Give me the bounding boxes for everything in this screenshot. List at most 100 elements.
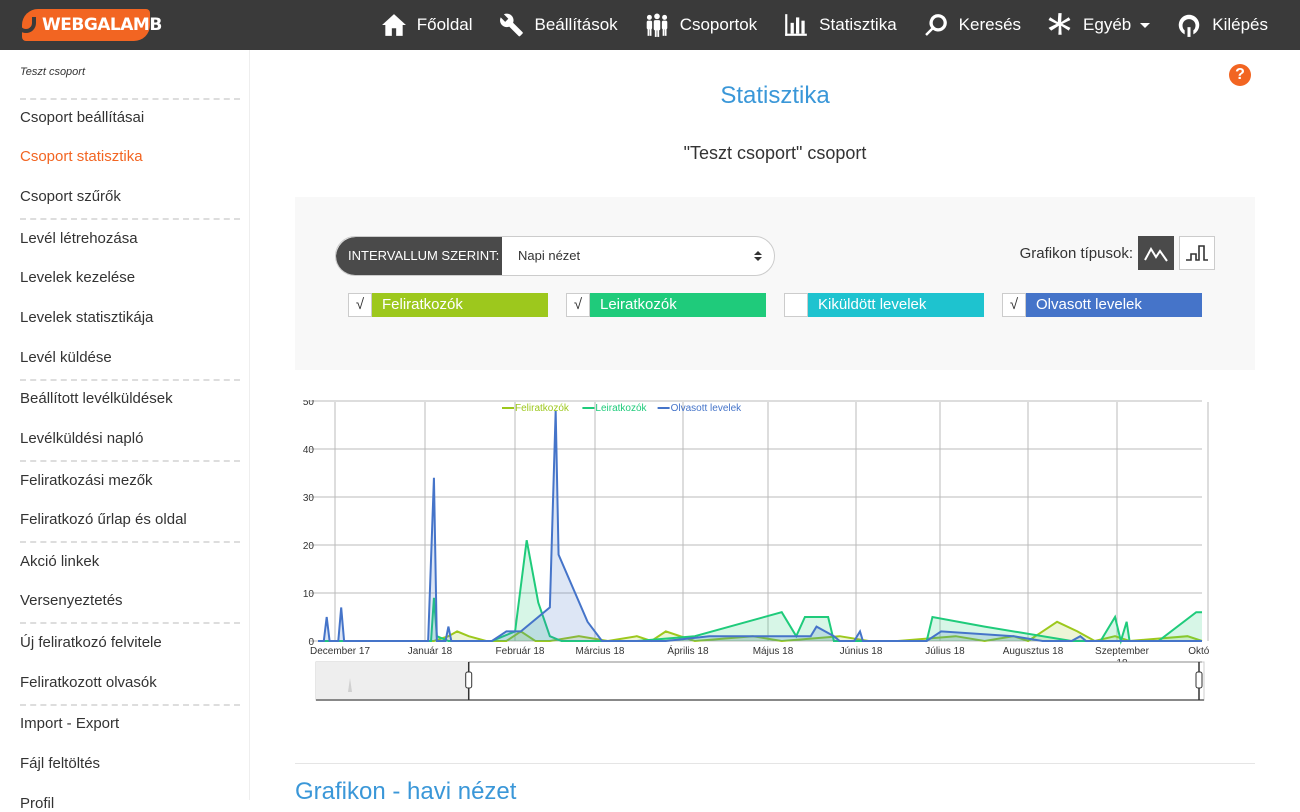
sidebar-item[interactable]: Akció linkek — [20, 553, 100, 570]
sidebar-item[interactable]: Levelek kezelése — [20, 269, 136, 286]
page-title: Statisztika — [720, 82, 830, 109]
top-navbar: WEBGALAMB Főoldal Beállítások Csoportok … — [0, 0, 1300, 50]
page-subtitle: "Teszt csoport" csoport — [683, 143, 867, 163]
sidebar-item[interactable]: Levelek statisztikája — [20, 309, 154, 326]
series-label: Kiküldött levelek — [808, 293, 984, 317]
x-tick-label: Május 18 — [753, 646, 794, 657]
tools-icon — [499, 13, 523, 37]
sidebar-divider — [20, 622, 240, 624]
series-toggle[interactable]: √ Leiratkozók — [566, 293, 766, 317]
series-line — [318, 620, 1203, 643]
x-tick-label: December 17 — [310, 646, 370, 657]
series-label: Feliratkozók — [372, 293, 548, 317]
step-chart-button[interactable] — [1179, 236, 1215, 270]
sidebar-item[interactable]: Feliratkozott olvasók — [20, 674, 157, 691]
help-icon[interactable]: ? — [1229, 64, 1251, 86]
chart-types-label: Grafikon típusok: — [1019, 244, 1133, 262]
nav-settings[interactable]: Beállítások — [499, 12, 618, 38]
sidebar-item[interactable]: Új feliratkozó felvitele — [20, 634, 162, 651]
series-label: Olvasott levelek — [1026, 293, 1202, 317]
search-icon — [924, 14, 947, 36]
x-tick-label: Június 18 — [840, 646, 883, 657]
sidebar-item[interactable]: Csoport szűrők — [20, 188, 121, 205]
sidebar-item[interactable]: Import - Export — [20, 715, 120, 732]
sidebar-item[interactable]: Csoport beállításai — [20, 109, 145, 126]
series-toggle[interactable]: Kiküldött levelek — [784, 293, 984, 317]
sidebar-item[interactable]: Fájl feltöltés — [20, 755, 101, 772]
interval-select[interactable]: INTERVALLUM SZERINT: Napi nézet — [335, 236, 775, 276]
line-chart-icon — [1144, 247, 1168, 262]
nav-groups[interactable]: Csoportok — [644, 12, 757, 38]
chevron-down-icon — [1140, 22, 1151, 28]
x-tick-label: Április 18 — [667, 644, 709, 657]
sidebar-divider — [20, 379, 240, 381]
home-icon — [381, 14, 406, 36]
nav-other-dropdown[interactable]: Egyéb — [1047, 12, 1151, 38]
nav-logout[interactable]: Kilépés — [1176, 12, 1268, 38]
select-arrows-icon — [754, 251, 762, 261]
interval-label: INTERVALLUM SZERINT: — [336, 237, 502, 275]
chart-type-switcher: Grafikon típusok: — [1020, 236, 1215, 270]
range-handle[interactable] — [1195, 671, 1203, 689]
sidebar-divider — [20, 98, 240, 100]
bar-chart-icon — [785, 14, 808, 36]
sidebar-item[interactable]: Beállított levélküldések — [20, 390, 173, 407]
sidebar-item[interactable]: Levélküldési napló — [20, 430, 144, 447]
series-line — [318, 540, 1202, 645]
statistics-chart: 0 10 20 30 40 50 December 17 Január 18 Február 1… — [303, 400, 1210, 701]
divider — [295, 763, 1255, 764]
x-tick-label: Augusztus 18 — [1003, 646, 1064, 657]
series-area — [318, 540, 1202, 641]
sidebar-item[interactable]: Feliratkozó űrlap és oldal — [20, 511, 187, 528]
legend-label: Feliratkozók — [515, 403, 570, 414]
power-icon — [1178, 14, 1200, 37]
sidebar-divider — [20, 704, 240, 706]
y-tick-label: 30 — [303, 493, 315, 504]
y-tick-label: 20 — [303, 541, 315, 552]
sidebar-divider — [20, 541, 240, 543]
series-checkbox[interactable]: √ — [348, 293, 372, 317]
series-checkbox[interactable]: √ — [566, 293, 590, 317]
series-toggle[interactable]: √ Feliratkozók — [348, 293, 548, 317]
y-tick-label: 50 — [303, 400, 315, 408]
interval-value: Napi nézet — [518, 248, 581, 263]
group-icon — [646, 13, 667, 37]
line-chart-button[interactable] — [1138, 236, 1174, 270]
sidebar-item[interactable]: Csoport statisztika — [20, 148, 143, 165]
sidebar-item[interactable]: Levél létrehozása — [20, 230, 138, 247]
nav-search[interactable]: Keresés — [923, 12, 1021, 38]
x-tick-label: Október 18 — [1188, 646, 1210, 657]
x-tick-label: Január 18 — [408, 646, 453, 657]
nav-statistics[interactable]: Statisztika — [783, 12, 897, 38]
sidebar-divider — [20, 218, 240, 220]
webgalamb-logo[interactable]: WEBGALAMB — [16, 9, 162, 41]
sidebar-item[interactable]: Levél küldése — [20, 349, 112, 366]
range-handle[interactable] — [465, 671, 473, 689]
y-tick-label: 10 — [303, 589, 315, 600]
series-area — [318, 621, 1202, 641]
series-checkbox[interactable] — [784, 293, 808, 317]
sidebar-item[interactable]: Versenyeztetés — [20, 592, 123, 609]
y-tick-label: 0 — [308, 637, 314, 648]
sidebar-group-name: Teszt csoport — [20, 66, 86, 78]
series-toggle[interactable]: √ Olvasott levelek — [1002, 293, 1202, 317]
series-area — [318, 410, 1202, 641]
x-tick-label: Február 18 — [496, 646, 545, 657]
series-line — [318, 410, 1202, 642]
nav-home[interactable]: Főoldal — [381, 12, 473, 38]
sidebar-item[interactable]: Profil — [20, 795, 55, 812]
range-selector-mask — [316, 662, 469, 700]
x-tick-label: Március 18 — [576, 646, 625, 657]
sidebar-item[interactable]: Feliratkozási mezők — [20, 472, 153, 489]
series-label: Leiratkozók — [590, 293, 766, 317]
sidebar-divider — [20, 460, 240, 462]
sidebar: Teszt csoport Csoport beállításai Csoport… — [0, 50, 250, 812]
filter-panel: INTERVALLUM SZERINT: Napi nézet Grafikon… — [295, 197, 1255, 370]
asterisk-icon — [1048, 13, 1071, 35]
legend-label: Olvasott levelek — [671, 403, 743, 414]
series-toggles: √ Feliratkozók √ Leiratkozók Kiküldött level… — [348, 293, 1220, 317]
range-selector-preview — [348, 678, 352, 692]
series-checkbox[interactable]: √ — [1002, 293, 1026, 317]
step-chart-icon — [1186, 245, 1208, 261]
main-nav: Főoldal Beállítások Csoportok Statisztik… — [355, 0, 1268, 50]
